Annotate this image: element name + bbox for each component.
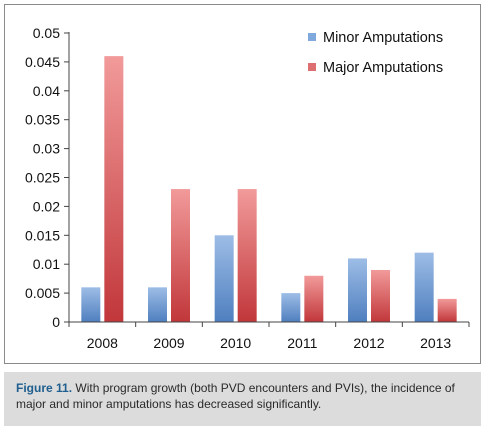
bar-major-2010 [237,189,257,322]
y-tick-label: 0.015 [25,227,60,243]
legend: Minor Amputations Major Amputations [308,30,443,76]
bar-minor-2010 [214,235,234,322]
legend-label-major: Major Amputations [323,60,443,76]
caption-label: Figure 11. [16,381,73,395]
x-tick-label: 2008 [87,335,118,351]
y-tick-label: 0.05 [33,25,60,41]
bar-major-2009 [171,189,190,322]
bar-minor-2009 [148,287,167,322]
legend-label-minor: Minor Amputations [323,30,443,46]
bar-chart: 0 0.005 0.01 0.015 0.02 0.025 0.03 0.035 0.04 0.0… [25,25,470,351]
x-axis: 2008 2009 2010 2011 2012 2013 [68,322,470,351]
chart-frame: 0 0.005 0.01 0.015 0.02 0.025 0.03 0.035 0.04 0.0… [4,4,481,364]
x-tick-label: 2009 [153,335,184,351]
y-tick-label: 0.02 [33,198,60,214]
bar-minor-2012 [348,258,367,322]
x-tick-label: 2012 [353,335,384,351]
x-tick-label: 2011 [287,335,317,351]
legend-swatch-major [308,63,316,71]
bar-major-2008 [104,56,124,323]
y-tick-label: 0.03 [33,141,60,157]
bar-major-2011 [304,275,324,322]
x-tick-label: 2010 [220,335,251,351]
bar-minor-2008 [81,287,101,322]
bar-minor-2013 [414,252,434,322]
bars [81,56,457,323]
bar-major-2013 [437,298,457,322]
y-tick-label: 0.01 [33,256,60,272]
y-axis: 0 0.005 0.01 0.015 0.02 0.025 0.03 0.035 0.04 0.0… [25,25,69,330]
y-tick-label: 0.025 [25,170,60,186]
y-tick-label: 0.005 [25,285,60,301]
bar-major-2012 [371,269,390,322]
x-tick-label: 2013 [420,335,451,351]
y-tick-label: 0.04 [33,83,60,99]
y-tick-label: 0.045 [25,54,60,70]
bar-minor-2011 [281,293,301,322]
legend-swatch-minor [308,33,316,41]
y-tick-label: 0.035 [25,112,60,128]
y-tick-label: 0 [52,314,60,330]
figure-caption: Figure 11. With program growth (both PVD… [4,372,481,426]
caption-text: With program growth (both PVD encounters… [16,381,455,411]
